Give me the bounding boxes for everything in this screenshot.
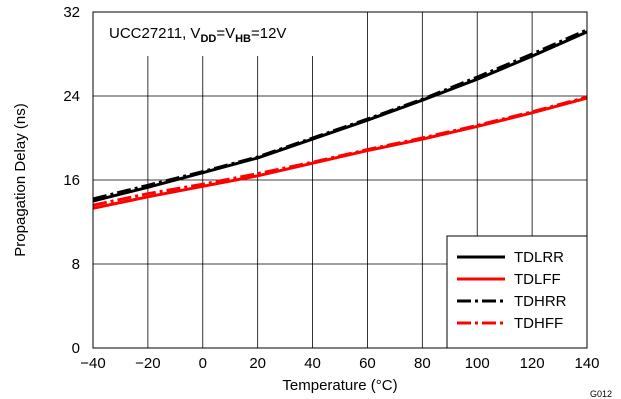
x-tick-label: 60 [359,355,376,372]
x-tick-label: 40 [304,355,321,372]
title-box [93,12,341,56]
series-lines [92,28,588,210]
x-tick-label: −40 [80,355,105,372]
x-axis-label: Temperature (°C) [282,377,397,394]
legend-label-tdlrr: TDLRR [514,249,564,266]
series-line-tdhff [92,95,588,207]
x-tick-label: 80 [414,355,431,372]
legend-label-tdhrr: TDHRR [514,293,567,310]
y-tick-label: 16 [63,172,80,189]
plot-frame [92,11,588,349]
x-tick-labels: −40 −20 0 20 40 60 80 100 120 140 [80,355,599,372]
x-tick-label: −20 [135,355,160,372]
legend: TDLRR TDLFF TDHRR TDHFF [446,235,588,349]
x-tick-label: 20 [249,355,266,372]
figure-id: G012 [590,389,612,399]
x-tick-label: 120 [520,355,545,372]
y-axis-label: Propagation Delay (ns) [12,103,29,256]
chart-title: UCC27211, VDD=VHB=12V [109,25,286,45]
y-tick-label: 24 [63,88,80,105]
y-tick-label: 0 [72,340,80,357]
x-tick-label: 140 [574,355,599,372]
series-line-tdhrr [92,28,588,201]
legend-label-tdlff: TDLFF [514,271,561,288]
legend-box [446,235,588,349]
x-tick-label: 0 [199,355,207,372]
y-tick-label: 32 [63,4,80,21]
y-tick-labels: 0 8 16 24 32 [63,4,80,357]
y-tick-label: 8 [72,256,80,273]
x-tick-label: 100 [465,355,490,372]
legend-label-tdhff: TDHFF [514,315,563,332]
